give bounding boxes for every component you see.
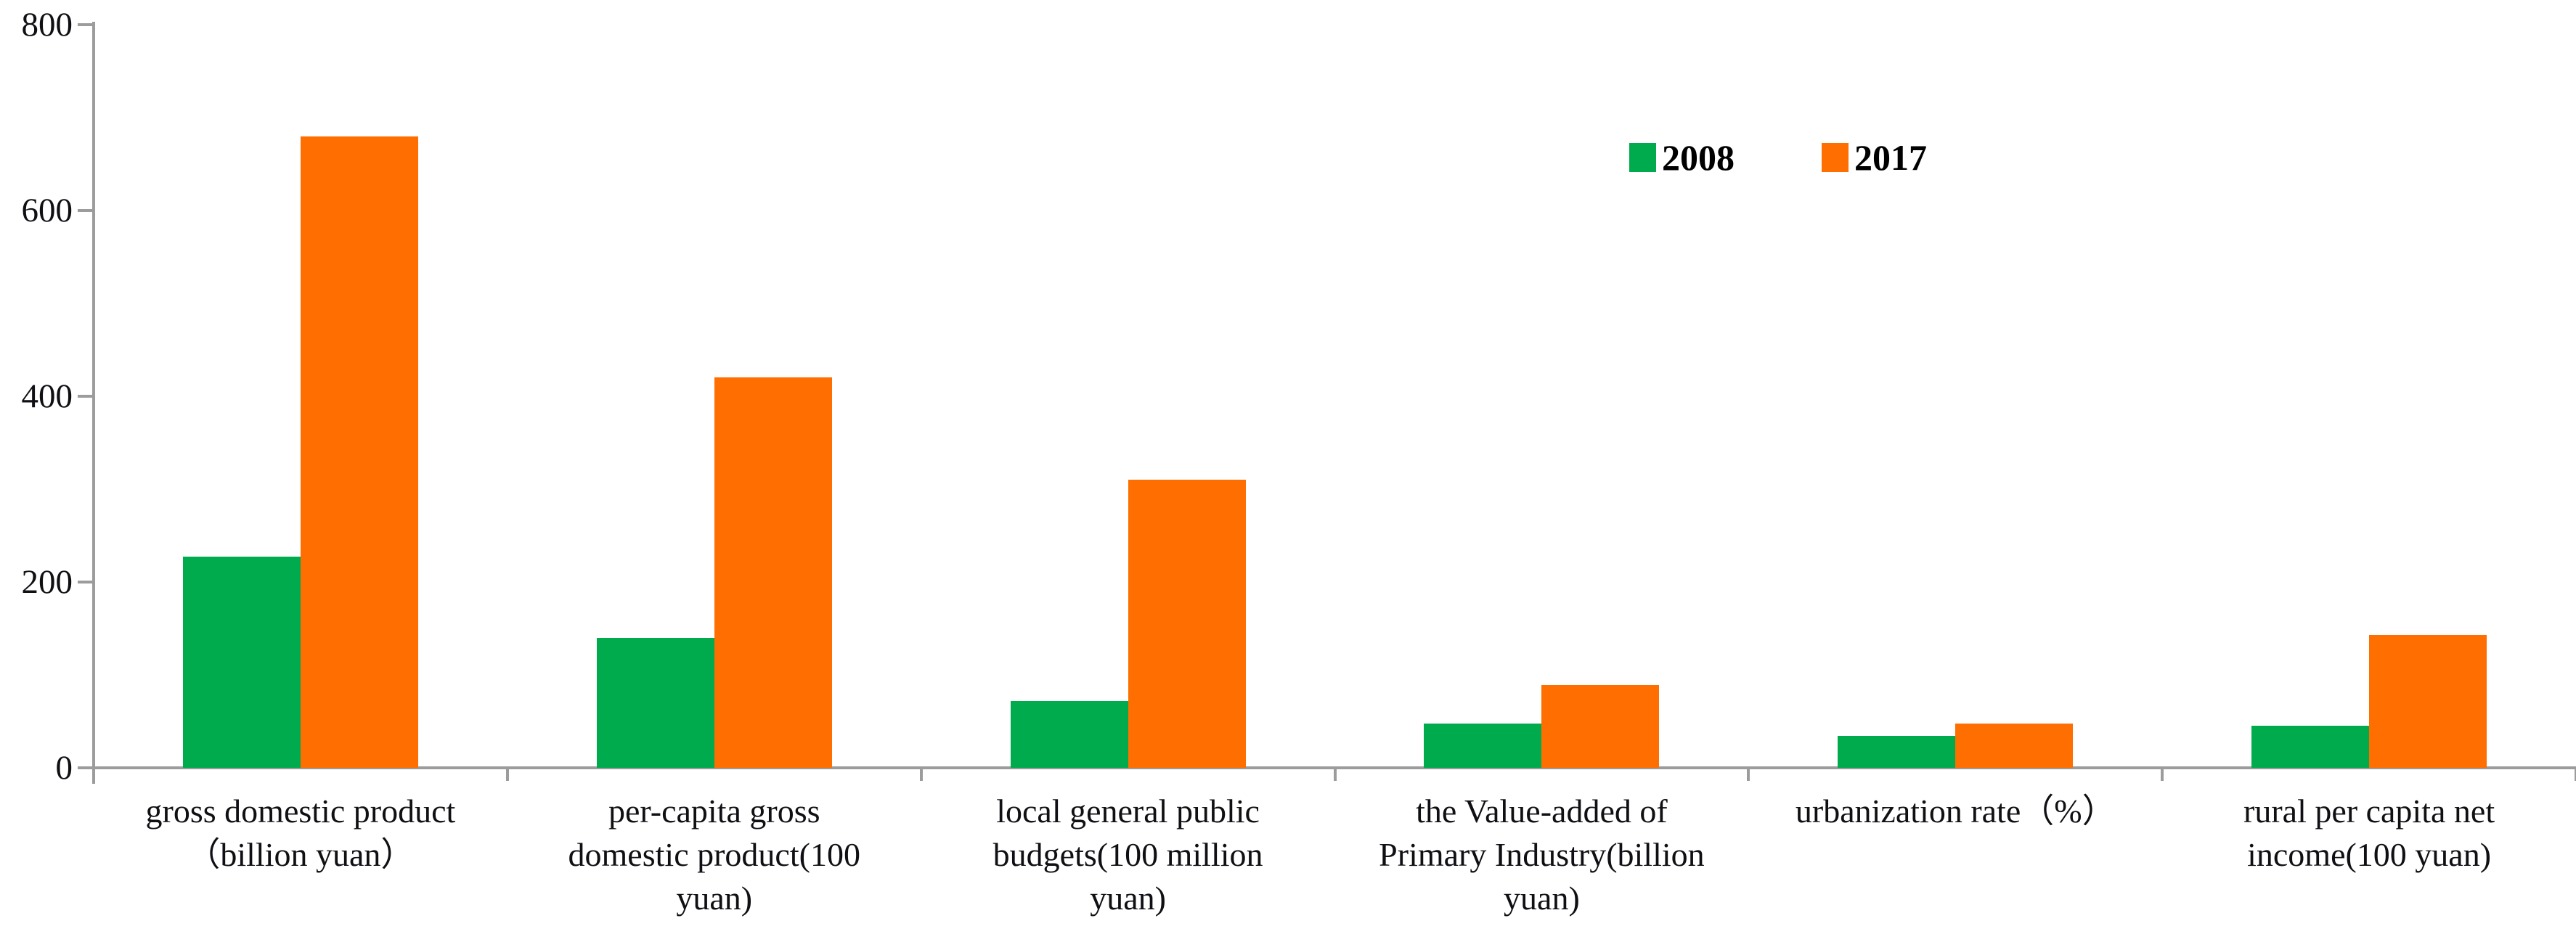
- legend: 2008 2017: [1629, 139, 1927, 176]
- bar-2008-the-value-added-of-primary-industry-bill: [1424, 723, 1542, 768]
- bar-2008-per-capita-gross-domestic-product-100-yu: [596, 637, 714, 768]
- legend-label-2008: 2008: [1662, 137, 1735, 178]
- x-tick-mark-3: [1333, 769, 1337, 781]
- bar-2017-rural-per-capita-net-income-100-yuan: [2369, 634, 2487, 768]
- x-tick-mark-4: [1747, 769, 1750, 781]
- bar-2017-per-capita-gross-domestic-product-100-yu: [714, 377, 832, 768]
- y-tick-label-600: 600: [21, 192, 73, 229]
- bar-2017-gross-domestic-product-billion-yuan: [300, 136, 418, 768]
- y-tick-mark-200: [78, 581, 94, 583]
- bar-2008-rural-per-capita-net-income-100-yuan: [2251, 726, 2370, 768]
- y-tick-label-0: 0: [55, 749, 73, 787]
- bar-2017-urbanization-rate: [1955, 723, 2074, 768]
- y-tick-label-200: 200: [21, 563, 73, 601]
- y-tick-label-800: 800: [21, 6, 73, 44]
- bar-2008-urbanization-rate: [1838, 736, 1956, 768]
- y-tick-mark-0: [78, 766, 94, 769]
- x-tick-mark-0: [92, 769, 95, 781]
- legend-swatch-2017: [1822, 143, 1849, 172]
- y-tick-mark-600: [78, 209, 94, 212]
- x-tick-mark-2: [919, 769, 923, 781]
- y-axis-line: [92, 22, 95, 784]
- legend-item-2008: 2008: [1629, 139, 1735, 176]
- y-tick-mark-400: [78, 395, 94, 398]
- x-tick-mark-6: [2575, 769, 2576, 781]
- bar-2017-the-value-added-of-primary-industry-bill: [1541, 685, 1660, 768]
- legend-item-2017: 2017: [1822, 139, 1927, 176]
- category-label-the-value-added-of-primary-industry-bill: the Value-added of Primary Industry(bill…: [1379, 792, 1705, 917]
- bar-2008-local-general-public-budgets-100-million: [1010, 700, 1128, 768]
- category-label-per-capita-gross-domestic-product-100-yu: per-capita gross domestic product(100 yu…: [568, 792, 860, 917]
- y-tick-mark-800: [78, 23, 94, 26]
- legend-swatch-2008: [1629, 143, 1656, 172]
- category-label-urbanization-rate: urbanization rate（%）: [1795, 792, 2116, 830]
- x-axis-line: [92, 766, 2576, 769]
- legend-label-2017: 2017: [1854, 137, 1927, 178]
- category-label-gross-domestic-product-billion-yuan: gross domestic product （billion yuan）: [145, 792, 456, 873]
- y-tick-label-400: 400: [21, 377, 73, 415]
- x-tick-mark-5: [2161, 769, 2164, 781]
- category-label-local-general-public-budgets-100-million: local general public budgets(100 million…: [993, 792, 1263, 917]
- bar-2017-local-general-public-budgets-100-million: [1128, 480, 1246, 768]
- bar-2008-gross-domestic-product-billion-yuan: [182, 557, 301, 768]
- category-label-rural-per-capita-net-income-100-yuan: rural per capita net income(100 yuan): [2243, 792, 2495, 873]
- x-tick-mark-1: [505, 769, 509, 781]
